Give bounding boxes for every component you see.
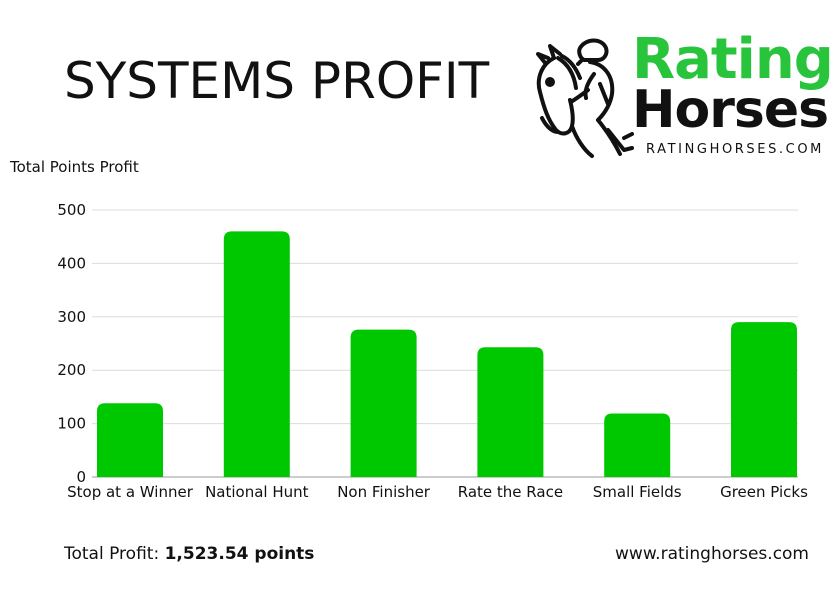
bar-rate-the-race: [477, 347, 544, 477]
y-tick-labels: 0 100 200 300 400 500: [57, 201, 86, 486]
x-tick-label: Non Finisher: [337, 483, 431, 501]
bar-small-fields: [604, 413, 671, 477]
bar-non-finisher: [350, 329, 417, 477]
y-tick-label: 300: [57, 308, 86, 326]
horse-and-jockey-icon: [536, 38, 634, 158]
y-tick-label: 500: [57, 201, 86, 219]
total-profit-label: Total Profit:: [64, 544, 160, 564]
x-tick-label: Rate the Race: [458, 483, 563, 501]
website-link[interactable]: www.ratinghorses.com: [615, 544, 809, 564]
total-profit: Total Profit: 1,523.54 points: [64, 544, 314, 564]
logo-word-horses: Horses: [632, 80, 829, 140]
x-tick-label: Green Picks: [720, 483, 808, 501]
bars: [97, 231, 797, 477]
x-tick-label: Stop at a Winner: [67, 483, 194, 501]
bar-stop-at-a-winner: [97, 403, 163, 477]
logo-url: RATINGHORSES.COM: [646, 142, 824, 157]
x-tick-labels: Stop at a Winner National Hunt Non Finishe…: [67, 483, 808, 501]
y-tick-label: 100: [57, 415, 86, 433]
total-profit-value: 1,523.54 points: [164, 544, 315, 564]
logo-word-rating: Rating: [632, 27, 834, 92]
bar-chart: 0 100 200 300 400 500 Stop at a Winner Nationa…: [57, 201, 808, 501]
grid-layer: [92, 209, 798, 478]
rating-horses-logo: Rating Horses RATINGHORSES.COM: [528, 30, 834, 162]
y-tick-label: 400: [57, 254, 86, 272]
y-axis-label: Total Points Profit: [10, 158, 139, 176]
bar-national-hunt: [223, 231, 290, 477]
bar-green-picks: [731, 322, 797, 477]
x-tick-label: National Hunt: [205, 483, 309, 501]
y-tick-label: 0: [76, 468, 86, 486]
x-tick-label: Small Fields: [593, 483, 682, 501]
y-tick-label: 200: [57, 361, 86, 379]
page-title: SYSTEMS PROFIT: [64, 52, 490, 110]
